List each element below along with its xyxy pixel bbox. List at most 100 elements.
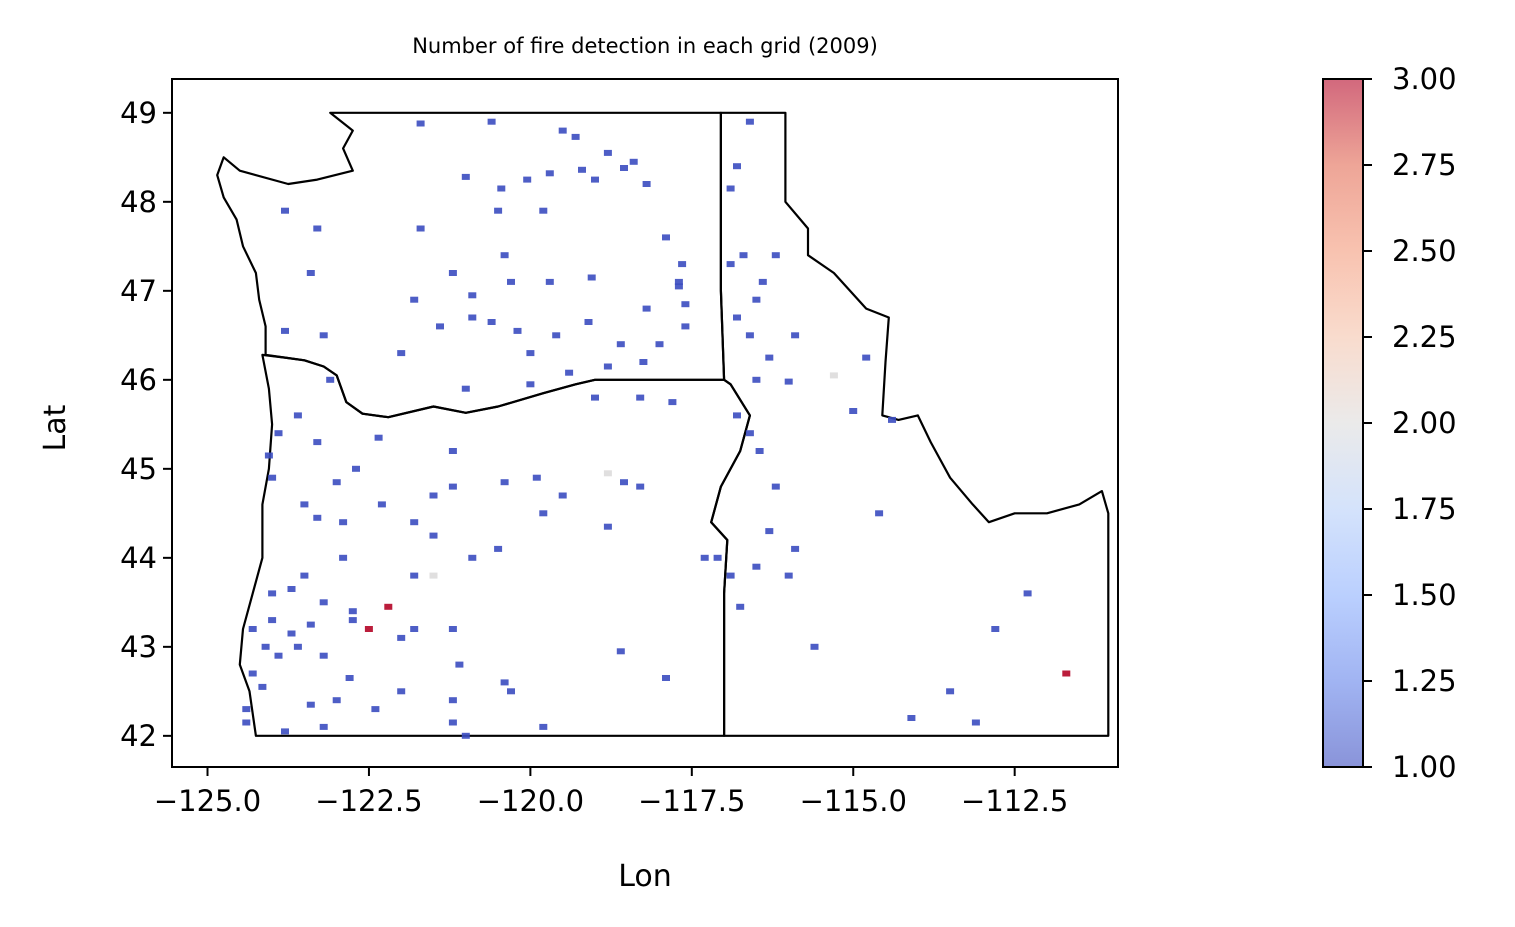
fire-detection-point [700, 554, 709, 561]
fire-detection-point [636, 394, 645, 401]
fire-detection-point [616, 341, 625, 348]
state-boundary-0 [216, 111, 726, 419]
fire-detection-point [539, 723, 548, 730]
fire-detection-point [603, 470, 612, 477]
fire-detection-point [494, 545, 503, 552]
fire-detection-point [523, 176, 532, 183]
fire-detection-point [429, 492, 438, 499]
state-boundaries [216, 111, 1110, 737]
fire-detection-point [526, 381, 535, 388]
fire-detection-point [752, 296, 761, 303]
colorbar-tick-label: 2.00 [1392, 406, 1457, 440]
fire-detection-point [946, 688, 955, 695]
fire-detection-point [636, 483, 645, 490]
y-tick-label: 47 [120, 274, 157, 308]
fire-detection-point [287, 586, 296, 592]
chart-title: Number of fire detection in each grid (2… [412, 34, 878, 58]
colorbar-gradient [1323, 79, 1363, 767]
fire-detection-point [455, 661, 464, 668]
fire-detection-point [416, 120, 425, 127]
y-tick-label: 42 [120, 719, 157, 753]
colorbar-tick-label: 1.25 [1392, 664, 1457, 698]
fire-detection-point [326, 376, 335, 383]
fire-detection-point [313, 439, 322, 446]
fire-detection-point [497, 185, 506, 192]
fire-detection-point [374, 434, 383, 441]
fire-detection-point [662, 234, 670, 241]
y-tick-label: 44 [120, 541, 157, 575]
plot-frame [171, 78, 1119, 768]
fire-detection-point [352, 465, 360, 472]
fire-detection-point [448, 448, 457, 454]
colorbar: 1.00 1.25 1.50 1.75 2.00 2.25 2.50 2.75 3.00 [1322, 62, 1457, 784]
fire-detection-point [313, 225, 322, 232]
fire-detection-point [300, 501, 309, 508]
fire-detection-point [332, 697, 341, 704]
fire-detection-point [461, 173, 470, 180]
state-boundary-1 [238, 353, 751, 737]
x-tick-label: −122.5 [315, 784, 422, 818]
fire-detection-point [500, 252, 509, 259]
fire-detection-point [274, 430, 283, 437]
fire-detection-point [587, 274, 596, 281]
fire-detection-point [507, 278, 515, 285]
fire-detection-point [771, 483, 780, 490]
fire-detection-point [487, 118, 496, 125]
fire-detection-point [242, 719, 251, 726]
fire-detection-point [287, 630, 296, 637]
fire-detection-point [429, 572, 438, 579]
fire-detection-point [319, 652, 328, 659]
fire-detection-point [791, 332, 800, 339]
fire-detection-point [681, 323, 690, 330]
y-tick-label: 48 [120, 185, 157, 219]
fire-detection-point [726, 185, 735, 192]
fire-detection-point [545, 170, 554, 177]
fire-detection-point [642, 305, 651, 312]
fire-detection-point [674, 283, 683, 290]
fire-detection-point [468, 554, 477, 561]
fire-detection-point [591, 394, 599, 401]
fire-detection-point [552, 332, 561, 339]
fire-detection-point [319, 599, 328, 606]
fire-detection-point [752, 376, 761, 383]
fire-detection-point [726, 572, 735, 579]
fire-detection-point [971, 719, 980, 726]
fire-detection-point [339, 519, 348, 526]
fire-detection-point [268, 617, 277, 624]
fire-detection-point [268, 590, 277, 597]
y-tick-label: 49 [120, 96, 157, 130]
fire-detection-point [384, 603, 393, 610]
fire-detection-point [755, 448, 764, 454]
y-axis: 42 43 44 45 46 47 48 49 [120, 96, 172, 753]
fire-detection-point [429, 532, 438, 539]
fire-detection-point [264, 452, 273, 459]
fire-detection-point [268, 474, 277, 481]
fire-detection-point [306, 621, 315, 628]
fire-detection-point [319, 723, 328, 730]
fire-detection-point [500, 679, 509, 686]
fire-detection-point [281, 728, 289, 735]
fire-detection-point [487, 319, 496, 325]
y-tick-label: 46 [120, 363, 157, 397]
colorbar-tick-label: 1.50 [1392, 578, 1457, 612]
x-tick-label: −117.5 [638, 784, 745, 818]
fire-detection-point [448, 719, 457, 726]
fire-detection-point [281, 207, 289, 214]
fire-detection-point [1062, 670, 1071, 677]
fire-detection-point [745, 332, 754, 339]
fire-detection-point [348, 608, 357, 615]
fire-detection-point [745, 118, 754, 125]
fire-detection-point [293, 412, 302, 419]
fire-detection-point [448, 697, 457, 704]
fire-detection-point [875, 510, 884, 517]
fire-detection-point [261, 643, 270, 650]
fire-detection-point [274, 652, 283, 659]
fire-detection-points [242, 118, 1071, 739]
fire-detection-point [436, 323, 444, 330]
fire-detection-point [345, 675, 354, 681]
fire-detection-point [733, 314, 741, 321]
fire-detection-point [571, 133, 580, 140]
fire-detection-point [678, 261, 687, 268]
fire-detection-point [862, 354, 871, 361]
fire-detection-point [461, 385, 470, 392]
